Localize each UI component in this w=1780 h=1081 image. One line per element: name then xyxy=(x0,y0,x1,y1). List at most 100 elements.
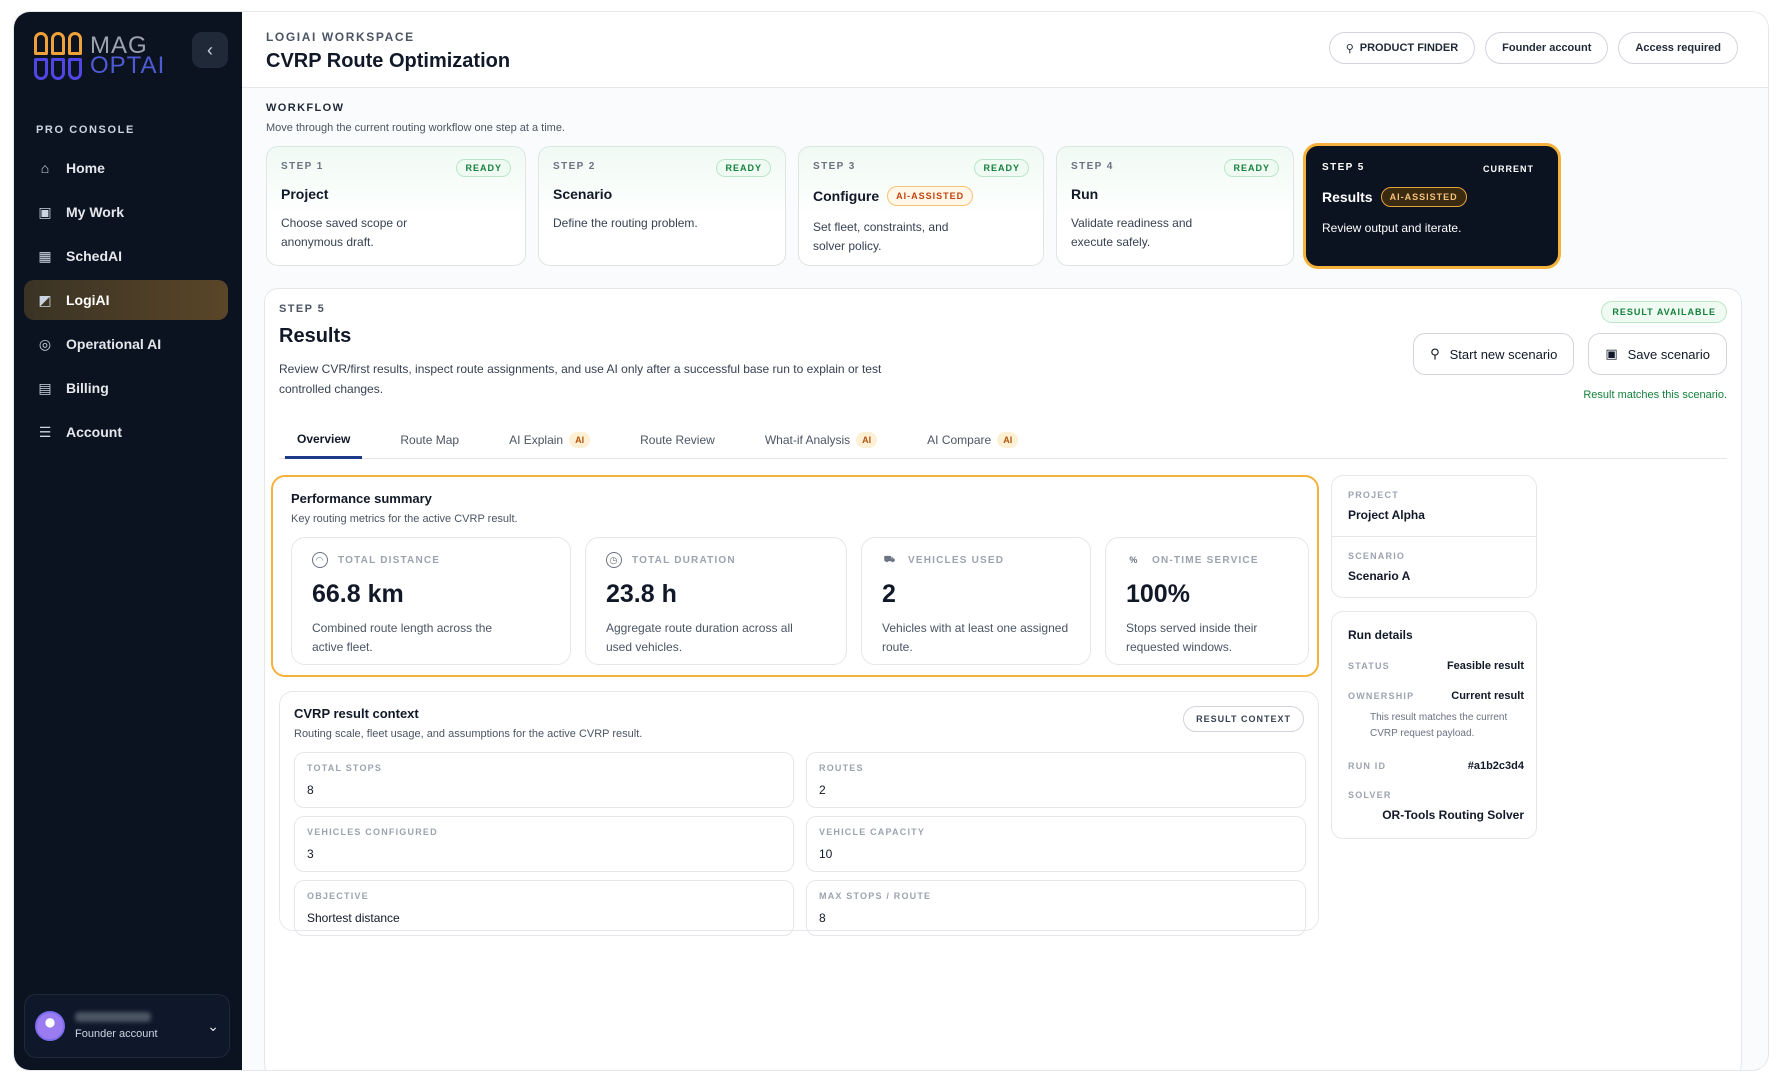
run-id-value: #a1b2c3d4 xyxy=(1467,760,1524,772)
chevron-down-icon: ⌄ xyxy=(207,1017,219,1034)
sidebar-item-schedai[interactable]: ▦ SchedAI xyxy=(24,236,228,276)
product-finder-button[interactable]: ⚲ PRODUCT FINDER xyxy=(1328,32,1476,64)
step-description: Review output and iterate. xyxy=(1322,221,1462,235)
tab-route-map[interactable]: Route Map xyxy=(388,421,471,459)
logo-text: MAG OPTAI xyxy=(90,32,165,78)
workflow-description: Move through the current routing workflo… xyxy=(266,122,565,134)
workflow-step-run[interactable]: STEP 4 READY Run Validate readiness and … xyxy=(1056,146,1294,266)
step-status-badge: READY xyxy=(716,159,771,177)
billing-icon: ▤ xyxy=(38,379,52,396)
step-description: Set fleet, constraints, and solver polic… xyxy=(813,220,949,253)
run-details-title: Run details xyxy=(1348,628,1413,642)
step-title: Scenario xyxy=(553,186,613,202)
founder-account-button[interactable]: Founder account xyxy=(1485,32,1609,64)
metric-vehicles-used: ⛟ VEHICLES USED 2 Vehicles with at least … xyxy=(861,537,1091,665)
result-context-card: CVRP result context Routing scale, fleet… xyxy=(279,691,1319,936)
metric-label: TOTAL DURATION xyxy=(632,554,736,566)
tab-ai-compare[interactable]: AI Compare AI xyxy=(915,421,1030,459)
context-vehicle-capacity: VEHICLE CAPACITY 10 xyxy=(806,816,1306,872)
sidebar-item-my-work[interactable]: ▣ My Work xyxy=(24,192,228,232)
workflow-step-project[interactable]: STEP 1 READY Project Choose saved scope … xyxy=(266,146,526,266)
context-value: 8 xyxy=(819,911,826,925)
tab-label: Overview xyxy=(297,431,351,446)
percent-icon: % xyxy=(1129,555,1139,565)
save-scenario-button[interactable]: ▣ Save scenario xyxy=(1588,333,1727,375)
link-icon: ⚲ xyxy=(1345,42,1354,55)
calendar-icon: ▦ xyxy=(38,247,52,264)
step-current-badge: CURRENT xyxy=(1483,164,1534,174)
start-new-scenario-button[interactable]: ⚲ Start new scenario xyxy=(1413,333,1575,375)
run-id-row: RUN ID #a1b2c3d4 xyxy=(1348,760,1524,772)
project-value: Project Alpha xyxy=(1348,508,1425,522)
metric-total-distance: ◠ TOTAL DISTANCE 66.8 km Combined route l… xyxy=(291,537,571,665)
sidebar-item-home[interactable]: ⌂ Home xyxy=(24,148,228,188)
run-id-label: RUN ID xyxy=(1348,761,1387,771)
step-title: Project xyxy=(281,186,329,202)
brand-logo: MAG OPTAI xyxy=(34,32,165,80)
logiai-icon: ◩ xyxy=(38,291,52,308)
workflow-step-configure[interactable]: STEP 3 READY Configure AI-ASSISTED Set f… xyxy=(798,146,1044,266)
logo-text-top: MAG xyxy=(90,32,148,59)
main-content: LOGIAI WORKSPACE CVRP Route Optimization… xyxy=(242,12,1768,1070)
sidebar-item-label: LogiAI xyxy=(66,292,110,308)
solver-value: OR-Tools Routing Solver xyxy=(1382,808,1524,822)
context-value: 2 xyxy=(819,783,826,797)
sidebar-item-account[interactable]: ☰ Account xyxy=(24,412,228,452)
product-finder-label: PRODUCT FINDER xyxy=(1359,42,1459,54)
workflow-step-results[interactable]: STEP 5 CURRENT Results AI-ASSISTED Revie… xyxy=(1306,146,1558,266)
step-title: Results xyxy=(1322,189,1373,205)
tab-label: AI Explain xyxy=(509,433,564,447)
workflow-step-scenario[interactable]: STEP 2 READY Scenario Define the routing… xyxy=(538,146,786,266)
run-solver-row: SOLVER OR-Tools Routing Solver xyxy=(1348,790,1524,822)
metric-on-time-service: % ON-TIME SERVICE 100% Stops served insid… xyxy=(1105,537,1309,665)
step-description: Define the routing problem. xyxy=(553,216,698,230)
performance-description: Key routing metrics for the active CVRP … xyxy=(291,513,518,525)
sidebar-item-logiai[interactable]: ◩ LogiAI xyxy=(24,280,228,320)
tab-what-if-analysis[interactable]: What-if Analysis AI xyxy=(753,421,889,459)
briefcase-icon: ▣ xyxy=(38,203,52,220)
workflow-label: WORKFLOW xyxy=(266,102,345,114)
metric-total-duration: ◷ TOTAL DURATION 23.8 h Aggregate route d… xyxy=(585,537,847,665)
step-status-badge: READY xyxy=(1224,159,1279,177)
results-tabs: Overview Route Map AI Explain AI Route R… xyxy=(279,421,1727,459)
sidebar-item-label: SchedAI xyxy=(66,248,123,264)
page-title: CVRP Route Optimization xyxy=(266,50,511,72)
context-routes: ROUTES 2 xyxy=(806,752,1306,808)
logo-mark-icon xyxy=(34,32,82,80)
context-vehicles-configured: VEHICLES CONFIGURED 3 xyxy=(294,816,794,872)
ownership-label: OWNERSHIP xyxy=(1348,691,1415,701)
founder-account-label: Founder account xyxy=(1502,42,1592,54)
collapse-sidebar-button[interactable]: ‹ xyxy=(192,32,228,68)
sidebar: MAG OPTAI ‹ PRO CONSOLE ⌂ Home ▣ My Work… xyxy=(14,12,242,1070)
sidebar-item-label: Home xyxy=(66,160,105,176)
sidebar-item-label: My Work xyxy=(66,204,125,220)
tab-overview[interactable]: Overview xyxy=(285,421,363,459)
ai-assisted-badge: AI-ASSISTED xyxy=(887,186,974,206)
sidebar-item-operational-ai[interactable]: ◎ Operational AI xyxy=(24,324,228,364)
console-section-label: PRO CONSOLE xyxy=(36,124,135,136)
context-label: ROUTES xyxy=(819,763,864,773)
metric-value: 23.8 h xyxy=(606,580,677,608)
sidebar-item-billing[interactable]: ▤ Billing xyxy=(24,368,228,408)
step-title: Configure xyxy=(813,188,880,204)
context-value: Shortest distance xyxy=(307,911,400,925)
results-actions: ⚲ Start new scenario ▣ Save scenario xyxy=(1413,333,1727,375)
run-ownership-row: OWNERSHIP Current result xyxy=(1348,690,1524,702)
metric-label: ON-TIME SERVICE xyxy=(1152,554,1259,566)
scenario-value: Scenario A xyxy=(1348,569,1411,583)
tab-route-review[interactable]: Route Review xyxy=(628,421,727,459)
access-required-button[interactable]: Access required xyxy=(1618,32,1738,64)
context-value: 8 xyxy=(307,783,314,797)
performance-title: Performance summary xyxy=(291,491,432,506)
ai-badge: AI xyxy=(997,432,1019,448)
metric-description: Combined route length across the active … xyxy=(312,621,493,654)
tab-ai-explain[interactable]: AI Explain AI xyxy=(497,421,602,459)
account-switcher[interactable]: Founder account ⌄ xyxy=(24,994,230,1058)
account-info: Founder account xyxy=(75,1012,158,1040)
scenario-row: SCENARIO Scenario A xyxy=(1332,537,1536,597)
results-title: Results xyxy=(279,325,352,347)
solver-label: SOLVER xyxy=(1348,790,1392,800)
metric-description: Stops served inside their requested wind… xyxy=(1126,621,1258,654)
tab-label: What-if Analysis xyxy=(764,433,851,447)
run-status-row: STATUS Feasible result xyxy=(1348,660,1524,672)
